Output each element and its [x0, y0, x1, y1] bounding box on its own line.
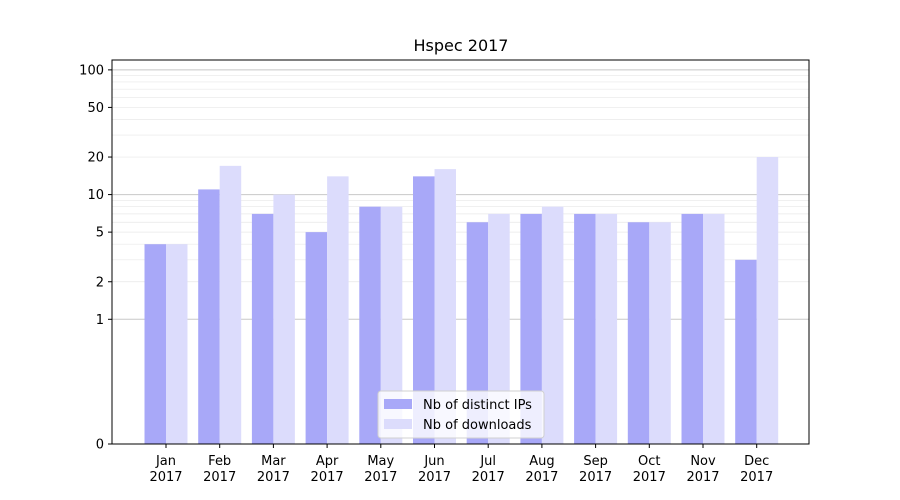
- bar-distinct-ips: [305, 232, 328, 444]
- bar-downloads: [434, 169, 456, 444]
- bar-distinct-ips: [520, 213, 542, 444]
- y-tick-label: 50: [87, 101, 104, 116]
- x-tick-label: Feb 2017: [203, 454, 236, 485]
- legend: Nb of distinct IPs Nb of downloads: [377, 390, 545, 439]
- y-tick-label: 0: [96, 438, 104, 453]
- bar-distinct-ips: [574, 213, 596, 444]
- x-tick-label: Oct 2017: [633, 454, 666, 485]
- x-tick-label: Sep 2017: [579, 454, 612, 485]
- legend-label: Nb of downloads: [423, 418, 532, 433]
- bar-downloads: [488, 213, 510, 444]
- bar-downloads: [703, 213, 725, 444]
- x-tick-label: May 2017: [364, 454, 397, 485]
- bar-downloads: [219, 165, 242, 444]
- bar-distinct-ips: [681, 213, 703, 444]
- y-tick-label: 10: [87, 188, 104, 203]
- x-tick-label: Mar 2017: [257, 454, 290, 485]
- bar-downloads: [649, 222, 671, 444]
- x-tick-label: Jun 2017: [418, 454, 451, 485]
- y-tick-label: 1: [96, 313, 104, 328]
- axes-layer: 0 1 2 5 10 20 50 100 Jan 2017 Feb 2017 Mar 2017 Apr 201…: [79, 59, 810, 485]
- y-tick-label: 5: [96, 226, 104, 241]
- y-tick-label: 20: [87, 151, 104, 166]
- bar-distinct-ips: [735, 259, 757, 444]
- bar-downloads: [327, 176, 349, 444]
- bar-distinct-ips: [359, 206, 381, 444]
- bar-downloads: [595, 213, 618, 444]
- x-tick-label: Jan 2017: [149, 454, 182, 485]
- y-tick-label: 100: [79, 63, 104, 78]
- plot-frame: [111, 59, 810, 445]
- x-tick-label: Jul 2017: [472, 454, 505, 485]
- bar-downloads: [756, 157, 779, 444]
- legend-swatch: [384, 399, 412, 409]
- chart-title: Hspec 2017: [414, 36, 509, 55]
- bar-distinct-ips: [466, 222, 489, 444]
- bar-distinct-ips: [251, 213, 274, 444]
- bar-distinct-ips: [627, 222, 650, 444]
- bar-distinct-ips: [144, 244, 166, 444]
- legend-label: Nb of distinct IPs: [423, 398, 532, 413]
- bar-downloads: [273, 194, 295, 444]
- bar-downloads: [166, 244, 188, 444]
- x-tick-label: Apr 2017: [311, 454, 344, 485]
- bar-distinct-ips: [413, 176, 435, 444]
- x-tick-label: Dec 2017: [740, 454, 773, 485]
- bar-downloads: [380, 206, 403, 444]
- x-tick-label: Nov 2017: [686, 454, 719, 485]
- bar-distinct-ips: [198, 189, 220, 444]
- legend-swatch: [384, 419, 412, 429]
- legend-box: [377, 390, 545, 439]
- bar-downloads: [541, 206, 564, 444]
- bars-layer: [144, 157, 779, 444]
- y-tick-label: 2: [96, 275, 104, 290]
- x-tick-label: Aug 2017: [525, 454, 558, 485]
